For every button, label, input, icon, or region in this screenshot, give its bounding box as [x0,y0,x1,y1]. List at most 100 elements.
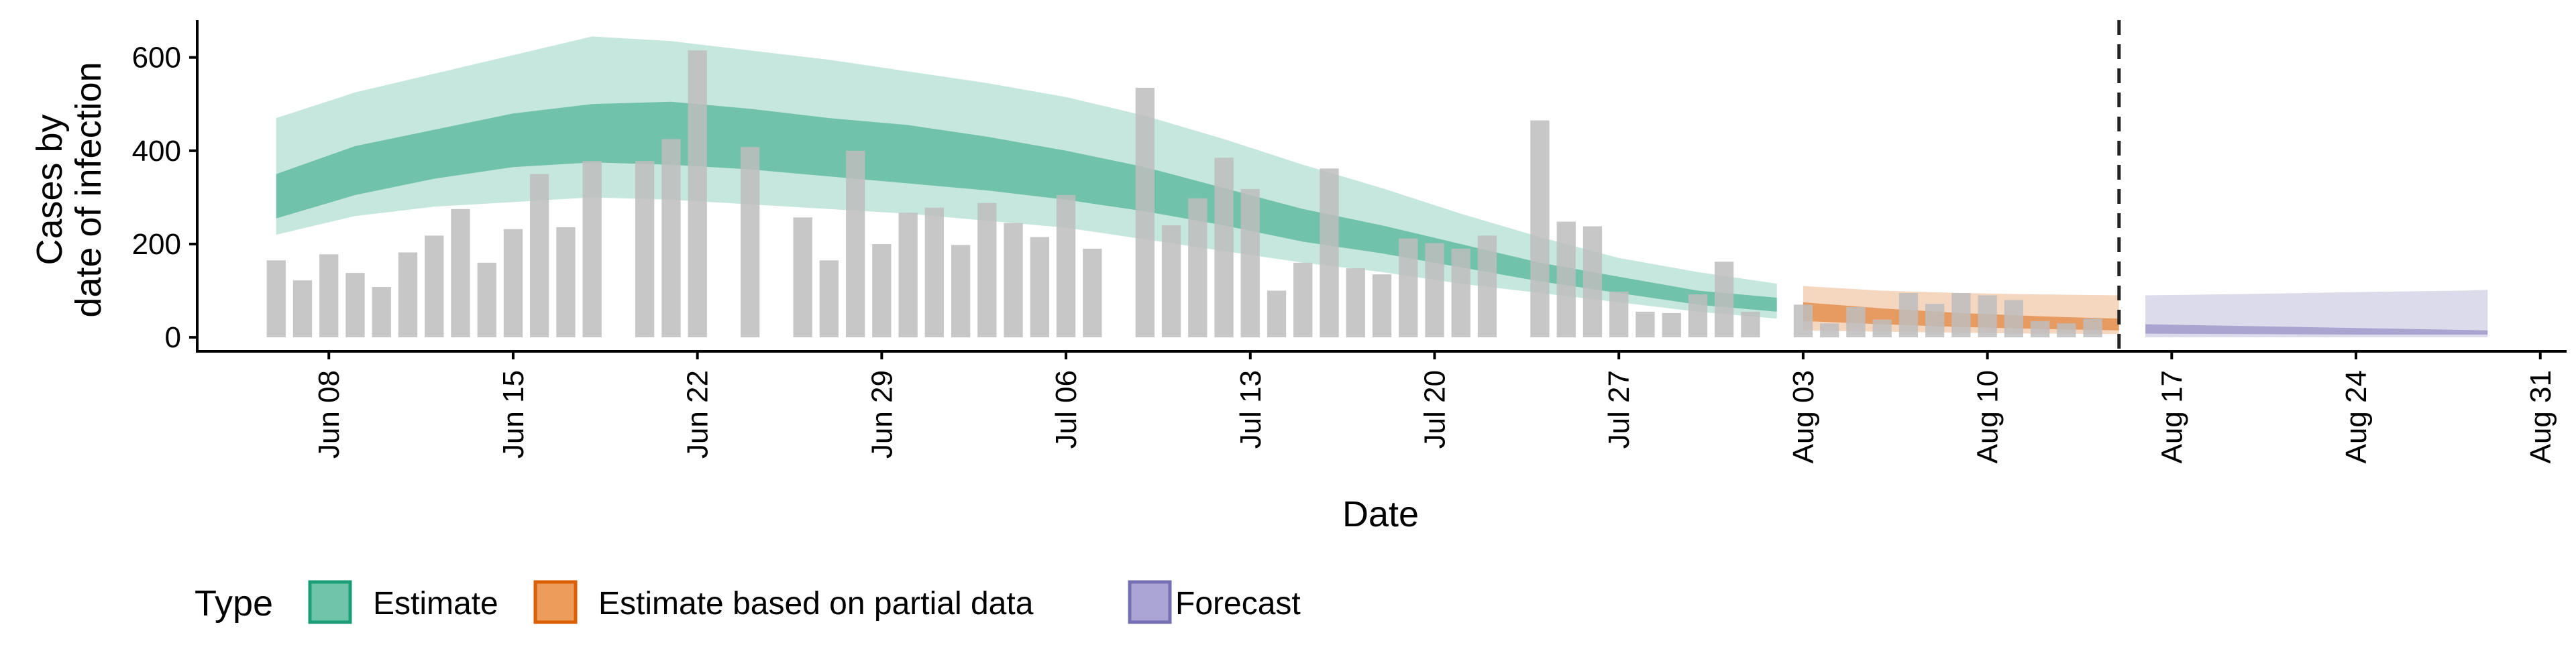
y-tick-label: 200 [132,228,181,261]
x-tick-label: Aug 17 [2155,370,2188,463]
bar [793,217,812,338]
bar [319,254,339,338]
y-tick-label: 600 [132,42,181,74]
bar [372,287,391,338]
x-tick-label: Aug 24 [2340,370,2373,463]
bar [1399,238,1418,338]
ribbon-estimate-50 [276,101,1777,312]
bar [1582,226,1603,338]
x-tick-label: Jun 08 [313,370,345,459]
bar [1240,188,1260,338]
bar [1188,198,1208,338]
bar [1688,294,1708,338]
legend-label-forecast: Forecast [1175,586,1301,622]
bars-layer [266,50,2102,338]
bar [1425,243,1444,338]
bar [503,229,523,338]
x-tick-label: Jun 22 [682,370,714,459]
bar [1715,261,1734,338]
bar [1293,262,1313,338]
ribbon-forecast-90 [2145,290,2488,338]
bar [819,260,839,338]
bar [1635,311,1655,338]
bar [266,260,286,338]
bar [1530,120,1550,338]
bar [1320,168,1339,338]
x-tick-label: Aug 31 [2524,370,2557,463]
bar [1135,87,1155,338]
bar [1846,306,1866,338]
bar [2057,323,2076,338]
bar [1214,158,1234,338]
bar [1004,223,1023,338]
x-tick-label: Jul 27 [1603,370,1635,449]
bar [1372,274,1392,338]
bar [398,252,418,338]
bar [1609,291,1629,338]
bar [635,161,655,338]
bar [425,235,444,338]
bar [477,262,496,338]
legend-key-partial [533,580,578,624]
bar [661,139,681,338]
bar [292,280,313,338]
bar [1267,290,1287,338]
bar [1872,319,1892,338]
bar [1346,268,1365,338]
x-axis-title: Date [1342,494,1419,534]
bar [688,50,707,338]
bar [1951,293,1971,338]
bar [1556,221,1576,338]
bar [1083,248,1102,338]
bar [1820,323,1839,338]
legend-label-partial: Estimate based on partial data [598,586,1034,622]
bar [345,273,365,338]
bar [924,207,944,338]
bar [1925,304,1945,338]
bar [1978,295,1997,338]
bar [451,209,470,338]
bar [1662,312,1681,338]
bar [1056,194,1076,338]
bar [951,245,971,338]
x-tick-label: Jul 06 [1050,370,1083,449]
legend: Type Estimate Estimate based on partial … [195,580,1301,624]
x-axis-ticks: Jun 08 Jun 15 Jun 22 Jun 29 Jul 06 Jul 13 Jul … [313,351,2557,463]
legend-key-estimate [308,580,352,624]
bar [530,174,549,338]
legend-label-estimate: Estimate [373,586,498,622]
y-axis-title-line-2: date of infection [68,62,109,317]
legend-key-forecast [1128,580,1172,624]
bar [1477,235,1497,338]
bar [2031,320,2050,338]
ribbon-forecast-50 [2145,324,2488,335]
x-tick-label: Jul 20 [1419,370,1452,449]
y-axis-title-line-1: Cases by [30,114,70,265]
y-tick-label: 400 [132,135,181,168]
x-tick-label: Jun 15 [497,370,530,459]
legend-title: Type [195,583,273,624]
bar [1161,225,1181,338]
bar [872,244,892,338]
x-tick-label: Aug 03 [1787,370,1820,463]
bar [1030,237,1049,338]
bar [1793,304,1813,338]
bar [898,213,918,338]
y-tick-label: 0 [165,321,181,354]
x-tick-label: Jun 29 [865,370,898,459]
bar [977,202,997,338]
bar [1898,293,1919,338]
bar [846,150,865,338]
bar [582,161,602,338]
bar [2004,300,2023,338]
bar [1451,248,1470,338]
y-axis-ticks: 0 200 400 600 [132,42,197,354]
bar [556,227,576,338]
x-tick-label: Jul 13 [1234,370,1267,449]
bar [741,147,760,338]
x-tick-label: Aug 10 [1972,370,2004,463]
bar [2083,318,2102,338]
bar [1741,311,1760,338]
